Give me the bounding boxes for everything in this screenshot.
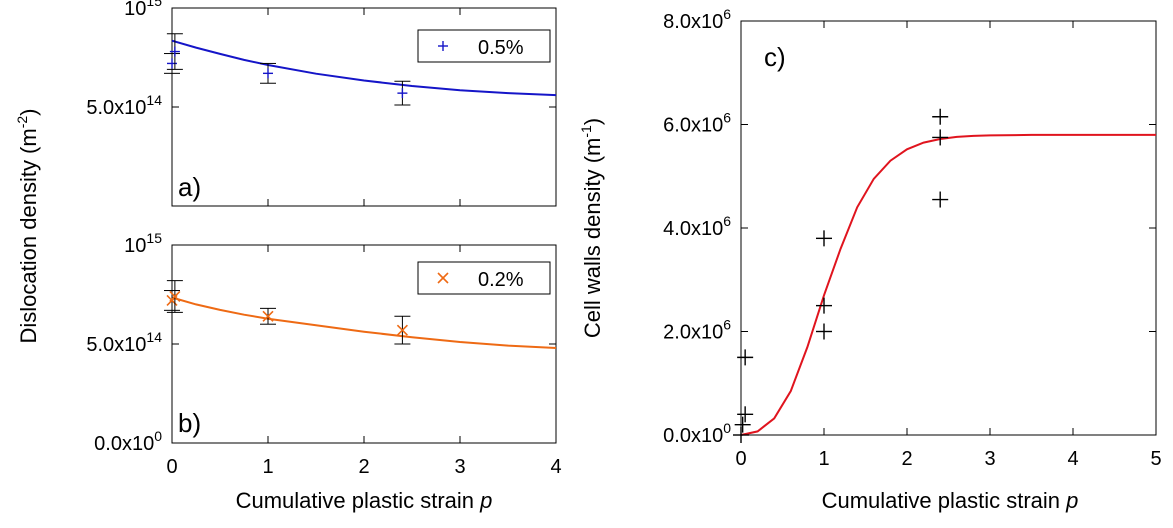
- panel-c-x-axis-label: Cumulative plastic strain p: [822, 488, 1079, 513]
- panel-c: 0.0x100 2.0x106 4.0x106 6.0x106 8.0x106 0 1 2 3…: [578, 6, 1162, 513]
- data-point: [169, 290, 181, 303]
- panel-b-legend-label: 0.2%: [478, 269, 524, 291]
- panel-b-legend-box: [417, 261, 551, 295]
- panel-a-fit-curve: [171, 39, 557, 97]
- panel-a-legend: 0.5%: [417, 29, 551, 63]
- panel-c-ticks: [740, 20, 1157, 436]
- panel-b-legend-marker: [437, 272, 449, 284]
- x-tick-label: 4: [1067, 448, 1078, 470]
- y-tick-label: 0.0x100: [663, 420, 731, 447]
- panel-b-label: b): [178, 408, 201, 438]
- panel-c-y-axis-label: Cell walls density (m-1): [578, 118, 605, 338]
- panel-c-label: c): [764, 42, 786, 72]
- x-tick-label: 5: [1150, 448, 1161, 470]
- y-tick-label: 0.0x100: [94, 428, 162, 455]
- y-tick-label: 8.0x106: [663, 6, 731, 33]
- panel-c-x-tick-labels: 0 1 2 3 4 5: [735, 448, 1161, 470]
- y-tick-label: 5.0x1014: [86, 92, 162, 119]
- panel-b-ticks: [171, 244, 557, 444]
- data-point: [262, 310, 274, 322]
- y-tick-label: 1015: [124, 0, 162, 20]
- x-tick-label: 3: [984, 448, 995, 470]
- y-tick-label: 6.0x106: [663, 110, 731, 137]
- panel-a-ticks: [171, 7, 557, 206]
- data-point: [396, 324, 408, 336]
- y-tick-label: 4.0x106: [663, 213, 731, 240]
- panel-a: 5.0x1014 1015 a) 0.5%: [86, 0, 557, 207]
- y-tick-label: 2.0x106: [663, 317, 731, 344]
- panel-b-y-tick-labels: 0.0x100 5.0x1014 1015: [86, 230, 162, 455]
- y-tick-label: 5.0x1014: [86, 329, 162, 356]
- panel-b-x-axis-label: Cumulative plastic strain p: [236, 488, 493, 513]
- x-tick-label: 2: [901, 448, 912, 470]
- panel-c-fit-curve: [740, 133, 1156, 436]
- panel-b-fit-curve: [171, 296, 557, 349]
- x-tick-label: 4: [550, 456, 561, 478]
- x-tick-label: 1: [262, 456, 273, 478]
- panel-a-legend-marker: [438, 41, 448, 51]
- panel-a-points: [164, 33, 411, 106]
- legend-marker-x: [437, 272, 449, 284]
- dislocation-y-axis-label: Dislocation density (m-2): [14, 109, 41, 344]
- panel-c-y-tick-labels: 0.0x100 2.0x106 4.0x106 6.0x106 8.0x106: [663, 6, 731, 447]
- panel-a-y-tick-labels: 5.0x1014 1015: [86, 0, 162, 119]
- x-tick-label: 0: [166, 456, 177, 478]
- x-tick-label: 1: [818, 448, 829, 470]
- x-tick-label: 0: [735, 448, 746, 470]
- panel-b-points: [164, 280, 411, 345]
- panel-c-points: [733, 108, 949, 443]
- y-tick-label: 1015: [124, 230, 162, 257]
- x-tick-label: 3: [454, 456, 465, 478]
- panel-b: 0.0x100 5.0x1014 1015 0 1 2 3 4 b) 0.2% Cumula…: [86, 230, 561, 513]
- panel-a-legend-label: 0.5%: [478, 37, 524, 59]
- panel-a-label: a): [178, 172, 201, 202]
- panel-b-x-tick-labels: 0 1 2 3 4: [166, 456, 561, 478]
- x-tick-label: 2: [358, 456, 369, 478]
- panel-b-legend: 0.2%: [417, 261, 551, 295]
- panel-c-frame: [740, 20, 1157, 436]
